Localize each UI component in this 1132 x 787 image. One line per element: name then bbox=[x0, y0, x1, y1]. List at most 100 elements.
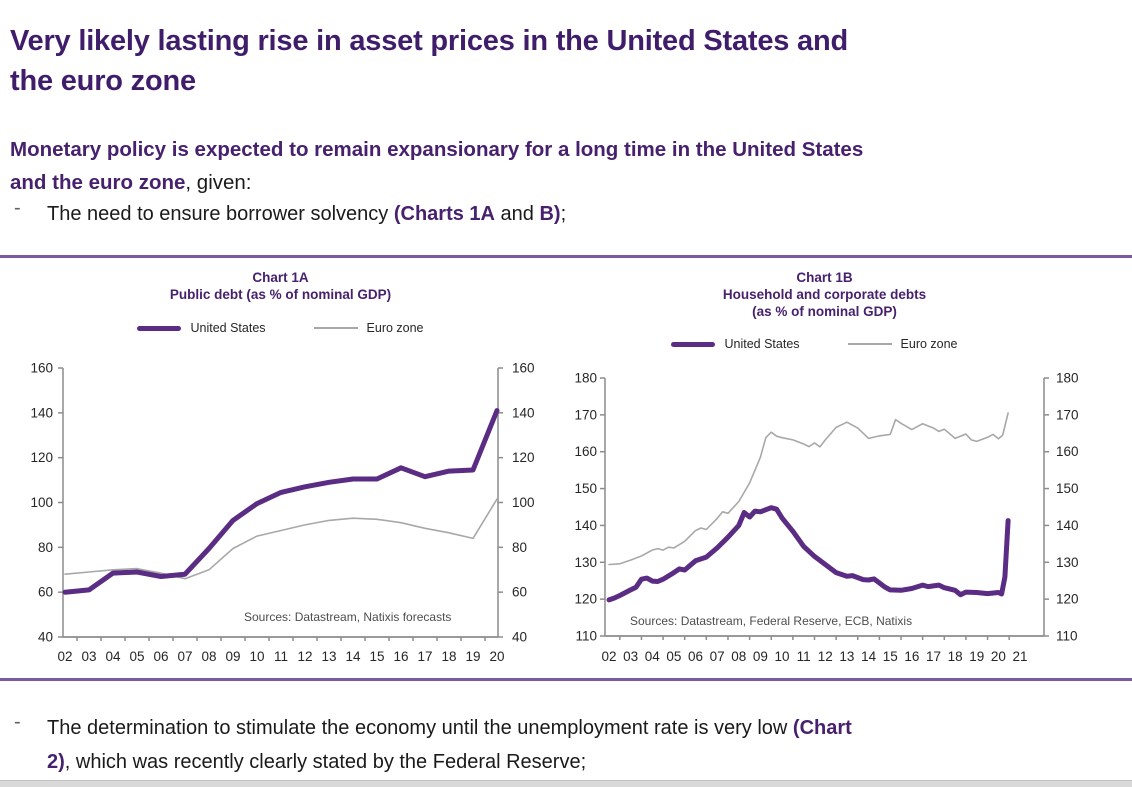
y-axis-tick-label: 170 bbox=[574, 407, 597, 422]
x-axis-tick-label: 16 bbox=[393, 649, 408, 664]
x-axis-tick-label: 09 bbox=[225, 649, 240, 664]
y-axis-tick-label: 110 bbox=[575, 629, 597, 644]
y-axis-tick-label: 110 bbox=[1056, 629, 1078, 644]
x-axis-tick-label: 11 bbox=[274, 649, 288, 664]
us-line-swatch bbox=[671, 341, 716, 347]
series-line-euro-zone bbox=[64, 498, 498, 580]
bullet-borrower-solvency: - The need to ensure borrower solvency (… bbox=[10, 197, 1122, 231]
x-axis-tick-label: 16 bbox=[904, 649, 919, 664]
chart-reference: (Chart bbox=[792, 717, 852, 739]
y-axis-tick-label: 160 bbox=[512, 361, 535, 376]
y-axis-tick-label: 120 bbox=[574, 592, 597, 607]
bullet-text: The need to ensure borrower solvency (Ch… bbox=[47, 203, 567, 225]
legend-item-euro-zone: Euro zone bbox=[847, 337, 958, 351]
bullet-stimulate-economy: - The determination to stimulate the eco… bbox=[10, 711, 1122, 779]
x-axis-tick-label: 04 bbox=[105, 649, 121, 664]
x-axis-tick-label: 19 bbox=[465, 649, 480, 664]
y-axis-tick-label: 100 bbox=[30, 495, 53, 510]
us-line-swatch bbox=[137, 325, 182, 331]
x-axis-tick-label: 08 bbox=[731, 649, 746, 664]
x-axis-tick-label: 18 bbox=[441, 649, 456, 664]
series-line-euro-zone bbox=[608, 412, 1009, 566]
y-axis-tick-label: 160 bbox=[30, 361, 53, 376]
bullet-dash: - bbox=[14, 711, 21, 733]
legend-item-euro-zone: Euro zone bbox=[313, 321, 424, 335]
eurozone-line-swatch bbox=[313, 327, 358, 329]
chart-reference: (Charts 1A bbox=[393, 203, 495, 225]
y-axis-tick-label: 140 bbox=[512, 405, 535, 420]
page-title: Very likely lasting rise in asset prices… bbox=[10, 21, 848, 101]
x-axis-tick-label: 12 bbox=[818, 649, 833, 664]
y-axis-tick-label: 60 bbox=[38, 585, 53, 600]
x-axis-tick-label: 06 bbox=[153, 649, 168, 664]
x-axis-tick-label: 07 bbox=[710, 649, 725, 664]
y-axis-tick-label: 130 bbox=[574, 555, 597, 570]
y-axis-tick-label: 150 bbox=[1056, 481, 1079, 496]
x-axis-tick-label: 02 bbox=[57, 649, 72, 664]
x-axis-tick-label: 05 bbox=[666, 649, 681, 664]
x-axis-tick-label: 14 bbox=[861, 649, 877, 664]
series-line-united-states bbox=[62, 408, 500, 595]
x-axis-tick-label: 12 bbox=[297, 649, 312, 664]
y-axis-tick-label: 180 bbox=[574, 371, 597, 386]
source-note: Sources: Datastream, Natixis forecasts bbox=[244, 610, 451, 624]
x-axis-tick-label: 03 bbox=[623, 649, 638, 664]
x-axis-tick-label: 05 bbox=[129, 649, 144, 664]
x-axis-tick-label: 11 bbox=[797, 649, 811, 664]
legend-label: United States bbox=[724, 337, 800, 351]
y-axis-tick-label: 40 bbox=[38, 630, 53, 645]
x-axis-tick-label: 06 bbox=[688, 649, 703, 664]
x-axis-tick-label: 20 bbox=[991, 649, 1006, 664]
y-axis-tick-label: 80 bbox=[512, 540, 527, 555]
chart-reference: 2) bbox=[47, 751, 65, 773]
y-axis-tick-label: 160 bbox=[574, 444, 597, 459]
y-axis-tick-label: 100 bbox=[512, 495, 535, 510]
x-axis-tick-label: 08 bbox=[201, 649, 216, 664]
y-axis-tick-label: 140 bbox=[30, 405, 53, 420]
separator-line-top bbox=[0, 255, 1132, 258]
eurozone-line-swatch bbox=[847, 343, 892, 345]
y-axis-tick-label: 150 bbox=[574, 481, 597, 496]
y-axis-tick-label: 60 bbox=[512, 585, 527, 600]
x-axis-tick-label: 13 bbox=[321, 649, 336, 664]
intro-rest: , given: bbox=[185, 170, 252, 194]
x-axis-tick-label: 19 bbox=[969, 649, 984, 664]
intro-paragraph: Monetary policy is expected to remain ex… bbox=[10, 133, 863, 199]
x-axis-tick-label: 20 bbox=[489, 649, 504, 664]
x-axis-tick-label: 13 bbox=[839, 649, 854, 664]
intro-bold-line2: and the euro zone bbox=[10, 170, 186, 194]
x-axis-tick-label: 14 bbox=[345, 649, 361, 664]
y-axis-tick-label: 170 bbox=[1056, 407, 1079, 422]
y-axis-tick-label: 120 bbox=[1056, 592, 1079, 607]
x-axis-tick-label: 03 bbox=[81, 649, 96, 664]
legend-label: Euro zone bbox=[366, 321, 424, 335]
y-axis-tick-label: 130 bbox=[1056, 555, 1079, 570]
chart-1b-legend: United States Euro zone bbox=[595, 336, 1034, 352]
y-axis-tick-label: 180 bbox=[1056, 371, 1079, 386]
separator-line-bottom bbox=[0, 678, 1132, 681]
horizontal-scrollbar[interactable] bbox=[0, 780, 1132, 787]
legend-label: United States bbox=[190, 321, 266, 335]
page-title-line2: the euro zone bbox=[10, 65, 196, 98]
intro-bold-line1: Monetary policy is expected to remain ex… bbox=[10, 137, 864, 161]
legend-item-united-states: United States bbox=[671, 337, 800, 351]
chart-1a-title: Chart 1A Public debt (as % of nominal GD… bbox=[169, 270, 392, 302]
x-axis-tick-label: 09 bbox=[753, 649, 768, 664]
x-axis-tick-label: 15 bbox=[369, 649, 384, 664]
x-axis-tick-label: 04 bbox=[645, 649, 661, 664]
x-axis-tick-label: 17 bbox=[926, 649, 941, 664]
y-axis-tick-label: 80 bbox=[38, 540, 53, 555]
x-axis-tick-label: 02 bbox=[601, 649, 616, 664]
bullet-text: The determination to stimulate the econo… bbox=[47, 717, 852, 773]
legend-item-united-states: United States bbox=[137, 321, 266, 335]
x-axis-tick-label: 21 bbox=[1012, 649, 1027, 664]
x-axis-tick-label: 10 bbox=[249, 649, 264, 664]
series-line-united-states bbox=[606, 505, 1011, 603]
x-axis-tick-label: 15 bbox=[883, 649, 898, 664]
x-axis-tick-label: 10 bbox=[775, 649, 790, 664]
y-axis-tick-label: 120 bbox=[512, 450, 535, 465]
legend-label: Euro zone bbox=[900, 337, 958, 351]
y-axis-tick-label: 120 bbox=[30, 450, 53, 465]
